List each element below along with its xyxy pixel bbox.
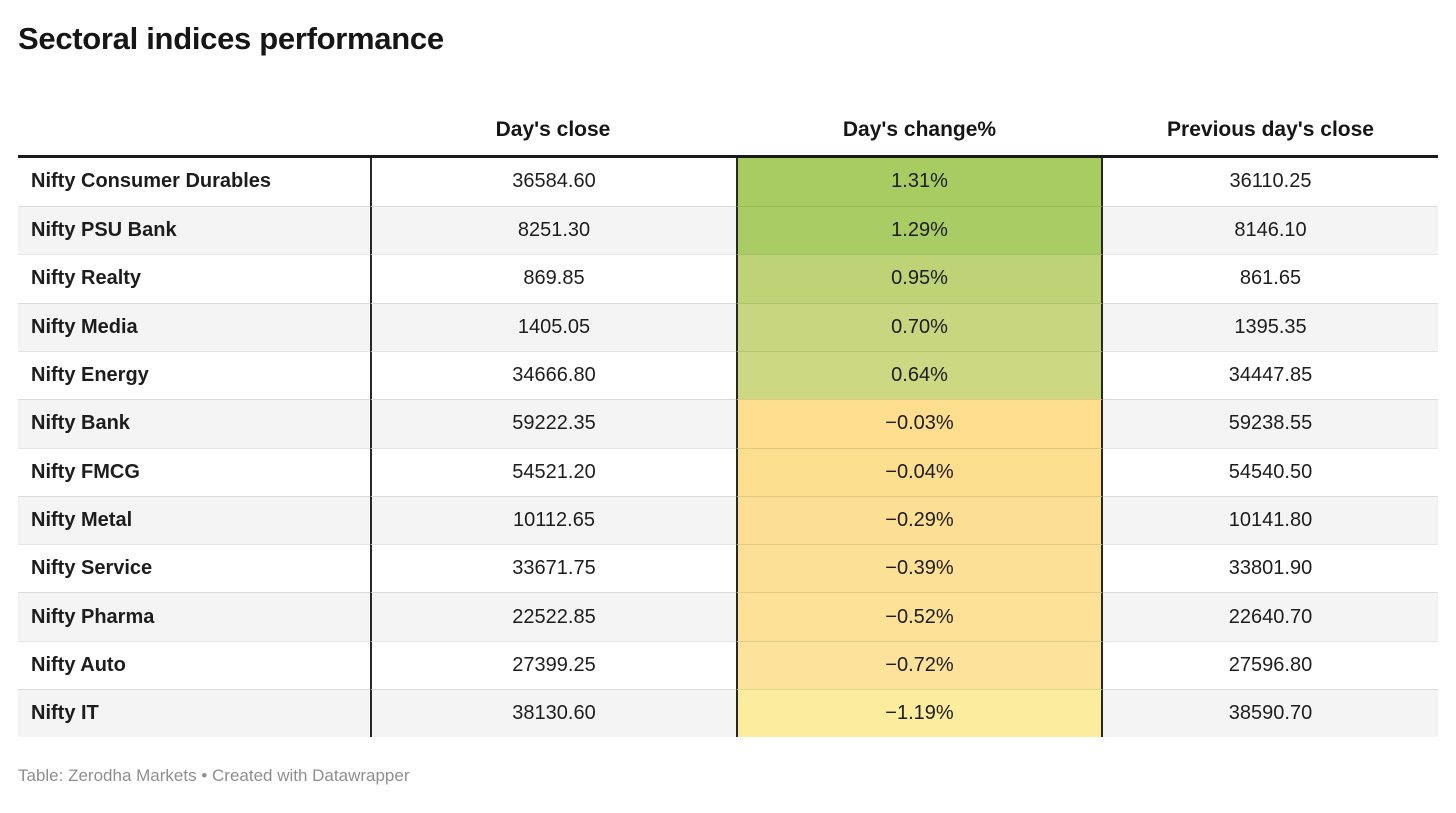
cell-days-change: 0.95% [736, 254, 1103, 303]
table-row: Nifty FMCG 54521.20 −0.04% 54540.50 [18, 447, 1438, 496]
table-row: Nifty Realty 869.85 0.95% 861.65 [18, 254, 1438, 303]
cell-previous-close: 861.65 [1103, 254, 1438, 303]
cell-days-close: 1405.05 [370, 302, 736, 351]
cell-index-name: Nifty Media [18, 302, 370, 351]
source-byline: Table: Zerodha Markets [18, 766, 197, 786]
cell-index-name: Nifty Bank [18, 399, 370, 448]
table-header-row: Day's close Day's change% Previous day's… [18, 59, 1438, 155]
table-row: Nifty Auto 27399.25 −0.72% 27596.80 [18, 640, 1438, 690]
cell-days-change: −0.03% [736, 399, 1103, 448]
cell-index-name: Nifty IT [18, 689, 370, 738]
cell-index-name: Nifty Energy [18, 350, 370, 400]
cell-previous-close: 22640.70 [1103, 592, 1438, 641]
cell-previous-close: 1395.35 [1103, 302, 1438, 351]
cell-index-name: Nifty Pharma [18, 592, 370, 641]
cell-days-close: 8251.30 [370, 206, 736, 255]
column-header-days-change: Day's change% [842, 117, 997, 141]
cell-index-name: Nifty PSU Bank [18, 206, 370, 255]
cell-days-close: 34666.80 [370, 350, 736, 400]
cell-days-change: −0.29% [736, 495, 1103, 545]
cell-previous-close: 8146.10 [1103, 206, 1438, 255]
table-body: Nifty Consumer Durables 36584.60 1.31% 3… [18, 157, 1438, 738]
table-row: Nifty PSU Bank 8251.30 1.29% 8146.10 [18, 206, 1438, 255]
cell-days-change: −0.04% [736, 447, 1103, 496]
cell-index-name: Nifty Realty [18, 254, 370, 303]
table-row: Nifty Media 1405.05 0.70% 1395.35 [18, 302, 1438, 351]
footer: Table: Zerodha Markets • Created with Da… [18, 765, 1438, 787]
cell-index-name: Nifty Consumer Durables [18, 157, 370, 207]
cell-previous-close: 27596.80 [1103, 640, 1438, 690]
cell-days-close: 27399.25 [370, 640, 736, 690]
cell-days-close: 22522.85 [370, 592, 736, 641]
cell-days-close: 869.85 [370, 254, 736, 303]
cell-days-change: 1.29% [736, 206, 1103, 255]
datawrapper-credit-link[interactable]: Created with Datawrapper [212, 766, 410, 786]
table-row: Nifty Service 33671.75 −0.39% 33801.90 [18, 544, 1438, 593]
table-row: Nifty Bank 59222.35 −0.03% 59238.55 [18, 399, 1438, 448]
page-title: Sectoral indices performance [18, 21, 444, 56]
cell-previous-close: 36110.25 [1103, 157, 1438, 207]
column-header-index [18, 141, 370, 155]
cell-days-close: 38130.60 [370, 689, 736, 738]
cell-days-close: 10112.65 [370, 495, 736, 545]
column-header-days-close: Day's close [495, 117, 611, 141]
footer-separator: • [196, 766, 212, 786]
column-header-previous-close: Previous day's close [1167, 117, 1374, 141]
table-top-rule [18, 154, 1438, 158]
cell-days-change: 0.64% [736, 350, 1103, 400]
cell-previous-close: 34447.85 [1103, 350, 1438, 400]
cell-index-name: Nifty Service [18, 544, 370, 593]
cell-days-close: 33671.75 [370, 544, 736, 593]
cell-days-change: −0.52% [736, 592, 1103, 641]
cell-days-change: −0.72% [736, 640, 1103, 690]
table-row: Nifty Energy 34666.80 0.64% 34447.85 [18, 350, 1438, 400]
page: Sectoral indices performance Day's close… [18, 21, 1438, 787]
cell-previous-close: 59238.55 [1103, 399, 1438, 448]
cell-days-change: −1.19% [736, 689, 1103, 738]
cell-days-close: 59222.35 [370, 399, 736, 448]
cell-index-name: Nifty FMCG [18, 447, 370, 496]
cell-days-change: 1.31% [736, 157, 1103, 207]
cell-previous-close: 10141.80 [1103, 495, 1438, 545]
table-row: Nifty Consumer Durables 36584.60 1.31% 3… [18, 157, 1438, 207]
cell-days-close: 36584.60 [370, 157, 736, 207]
cell-days-change: 0.70% [736, 302, 1103, 351]
cell-index-name: Nifty Metal [18, 495, 370, 545]
table-row: Nifty IT 38130.60 −1.19% 38590.70 [18, 689, 1438, 738]
cell-index-name: Nifty Auto [18, 640, 370, 690]
cell-previous-close: 38590.70 [1103, 689, 1438, 738]
cell-days-close: 54521.20 [370, 447, 736, 496]
table-row: Nifty Metal 10112.65 −0.29% 10141.80 [18, 495, 1438, 545]
table-row: Nifty Pharma 22522.85 −0.52% 22640.70 [18, 592, 1438, 641]
cell-days-change: −0.39% [736, 544, 1103, 593]
cell-previous-close: 33801.90 [1103, 544, 1438, 593]
cell-previous-close: 54540.50 [1103, 447, 1438, 496]
